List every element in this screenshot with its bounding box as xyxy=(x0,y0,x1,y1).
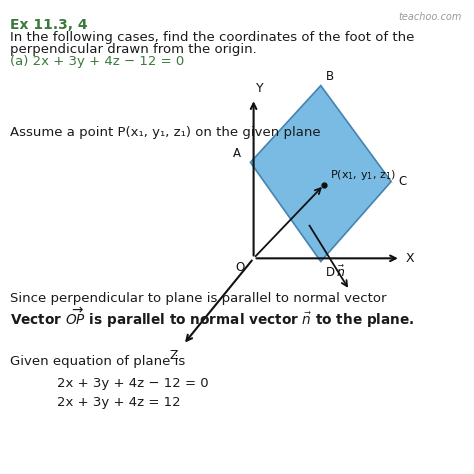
Text: B: B xyxy=(326,70,334,83)
Text: X: X xyxy=(406,252,414,265)
Text: O: O xyxy=(236,261,245,273)
Text: (a) 2x + 3y + 4z − 12 = 0: (a) 2x + 3y + 4z − 12 = 0 xyxy=(10,55,185,67)
Text: 2x + 3y + 4z − 12 = 0: 2x + 3y + 4z − 12 = 0 xyxy=(57,377,209,390)
Text: A: A xyxy=(233,147,241,160)
Text: Ex 11.3, 4: Ex 11.3, 4 xyxy=(10,18,88,32)
Text: Vector $\overrightarrow{OP}$ is parallel to normal vector $\vec{n}$ to the plane: Vector $\overrightarrow{OP}$ is parallel… xyxy=(10,306,415,330)
Text: Y: Y xyxy=(256,82,264,95)
Text: perpendicular drawn from the origin.: perpendicular drawn from the origin. xyxy=(10,43,257,55)
Text: Assume a point P(x₁, y₁, z₁) on the given plane: Assume a point P(x₁, y₁, z₁) on the give… xyxy=(10,126,321,138)
Text: C: C xyxy=(398,175,407,188)
Text: P(x$_1$, y$_1$, z$_1$): P(x$_1$, y$_1$, z$_1$) xyxy=(330,168,395,182)
Text: D: D xyxy=(326,266,335,279)
Text: Since perpendicular to plane is parallel to normal vector: Since perpendicular to plane is parallel… xyxy=(10,292,387,304)
Text: $\vec{n}$: $\vec{n}$ xyxy=(336,265,345,280)
Text: In the following cases, find the coordinates of the foot of the: In the following cases, find the coordin… xyxy=(10,31,415,44)
Polygon shape xyxy=(250,85,391,262)
Text: 2x + 3y + 4z = 12: 2x + 3y + 4z = 12 xyxy=(57,396,181,409)
Text: Z: Z xyxy=(170,349,178,362)
Text: Given equation of plane is: Given equation of plane is xyxy=(10,356,186,368)
Text: teachoo.com: teachoo.com xyxy=(399,12,462,22)
